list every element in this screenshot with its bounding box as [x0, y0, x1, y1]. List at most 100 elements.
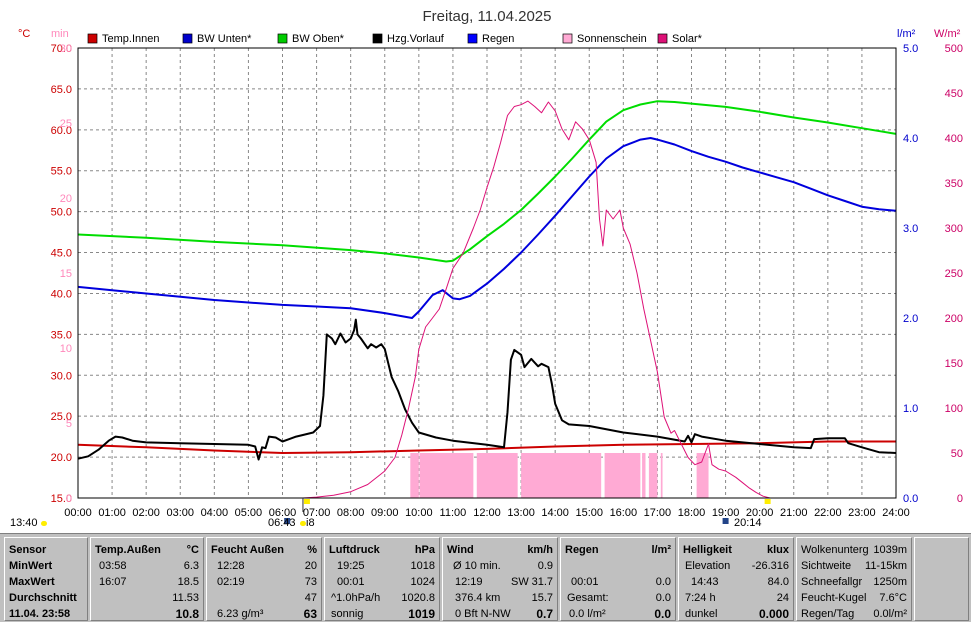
tick-label-solar: 0 [957, 493, 963, 505]
series-lines [77, 100, 897, 499]
sunshine-bar [521, 453, 602, 498]
tick-label-min: 5 [66, 418, 72, 430]
tick-label-rain: 3.0 [903, 223, 918, 235]
rain-unit: l/m² [651, 544, 671, 556]
legend-entry: BW Unten* [182, 33, 252, 45]
tick-label-x: 04:00 [201, 507, 229, 519]
temp-column: Temp.Außen °C 03:58 6.3 16:07 18.5 11.53 10… [90, 537, 204, 621]
pressure-unit: hPa [414, 544, 435, 556]
tick-label-x: 01:00 [98, 507, 126, 519]
wind-value: 15.7 [531, 592, 553, 604]
series-line [77, 137, 897, 319]
tick-label-x: 11:00 [440, 507, 467, 519]
extra-value: 7.6°C [879, 592, 907, 604]
extra-value: 1039m [873, 544, 907, 556]
extra-label: Feucht-Kugel [801, 592, 867, 604]
tick-label-rain: 2.0 [903, 313, 918, 325]
pressure-trend: ^1.0hPa/h [331, 592, 381, 604]
wind-beaufort: 0 Bft N-NW [455, 608, 511, 620]
legend-entry: BW Oben* [277, 33, 345, 45]
legend-entry: Temp.Innen [87, 33, 159, 45]
extra-value: 0.0l/m² [873, 608, 907, 620]
sunset-time: 20:14 [734, 517, 762, 529]
tick-label-x: 06:00 [269, 507, 297, 519]
temp-value: 18.5 [177, 576, 199, 588]
axis-ticks: 70.065.060.055.050.045.040.035.030.025.0… [51, 43, 963, 519]
sensor-row-label: 11.04. 23:58 [9, 608, 71, 620]
legend-label: Sonnenschein [577, 33, 647, 45]
tick-label-x: 02:00 [132, 507, 160, 519]
humidity-header: Feucht Außen [211, 544, 284, 556]
legend-label: BW Unten* [197, 33, 252, 45]
humidity-value: 73 [304, 576, 317, 588]
tick-label-rain: 5.0 [903, 43, 918, 55]
brightness-current: 0.000 [758, 607, 789, 621]
sun-markers [284, 498, 771, 524]
legend-swatch [562, 33, 573, 44]
tick-label-temp: 60.0 [51, 125, 72, 137]
chart-grid [78, 48, 896, 498]
legend-entry: Solar* [657, 33, 703, 45]
sunset-marker [764, 499, 771, 504]
sensor-header: Sensor [9, 544, 47, 556]
tick-label-x: 00:00 [64, 507, 92, 519]
humidity-value: 47 [304, 592, 317, 604]
tick-label-temp: 55.0 [51, 166, 72, 178]
rain-value: 0.0 [655, 576, 671, 588]
sunshine-bar [419, 453, 474, 498]
brightness-value: 84.0 [767, 576, 789, 588]
tick-label-solar: 50 [951, 448, 963, 460]
wind-header: Wind [447, 544, 474, 556]
pressure-value: 1024 [410, 576, 435, 588]
moon-marker [722, 518, 729, 524]
brightness-time: 14:43 [691, 576, 719, 588]
tick-label-x: 18:00 [678, 507, 706, 519]
rain-time: 00:01 [571, 576, 599, 588]
sensor-row-label: MaxWert [9, 576, 55, 588]
tick-label-rain: 4.0 [903, 133, 918, 145]
wind-time: 12:19 [455, 576, 483, 588]
humidity-unit: % [307, 544, 317, 556]
tick-label-temp: 30.0 [51, 370, 72, 382]
brightness-state: dunkel [685, 608, 718, 620]
sensor-column: Sensor MinWert MaxWert Durchschnitt 11.0… [4, 537, 88, 621]
sunrise-time: 06:43 [268, 517, 296, 529]
legend-entry: Hzg.Vorlauf [372, 33, 445, 45]
tick-label-solar: 200 [945, 313, 963, 325]
pressure-current: 1019 [408, 607, 435, 621]
legend-swatch [657, 33, 668, 44]
axis-unit-solar: W/m² [934, 28, 961, 40]
tick-label-x: 16:00 [610, 507, 638, 519]
legend-label: Solar* [672, 33, 703, 45]
tick-label-x: 07:00 [303, 507, 331, 519]
series-line [77, 318, 897, 461]
wind-value: 31.7 [531, 576, 553, 588]
brightness-unit: klux [766, 544, 789, 556]
tick-label-temp: 50.0 [51, 207, 72, 219]
sensor-row-label: MinWert [9, 560, 53, 572]
humidity-column: Feucht Außen% 12:28 20 02:19 73 47 6.23 g/… [206, 537, 322, 621]
elevation-value: -26.316 [751, 560, 789, 572]
tick-label-x: 24:00 [882, 507, 910, 519]
daylength-label: 13:40 [10, 517, 47, 529]
tick-label-temp: 65.0 [51, 84, 72, 96]
tick-label-solar: 150 [945, 358, 963, 370]
sunshine-bar [648, 453, 658, 498]
tick-label-temp: 20.0 [51, 452, 72, 464]
temp-time: 16:07 [99, 576, 127, 588]
tick-label-x: 10:00 [405, 507, 433, 519]
sunshine-bar [476, 453, 518, 498]
tick-label-min: 30 [60, 43, 72, 55]
legend-label: Regen [482, 33, 514, 45]
daylength-time: 13:40 [10, 517, 38, 529]
tick-label-solar: 350 [945, 178, 963, 190]
pressure-forecast: sonnig [331, 608, 364, 620]
tick-label-x: 20:00 [746, 507, 774, 519]
tick-label-x: 03:00 [166, 507, 194, 519]
pressure-value: 1018 [410, 560, 435, 572]
series-line [77, 100, 897, 263]
pressure-time: 00:01 [337, 576, 365, 588]
legend-swatch [182, 33, 193, 44]
rain-column: Regen l/m² 00:01 0.0 Gesamt: 0.0 0.0 l/m² 0.… [560, 537, 676, 621]
sunshine-bar [604, 453, 641, 498]
